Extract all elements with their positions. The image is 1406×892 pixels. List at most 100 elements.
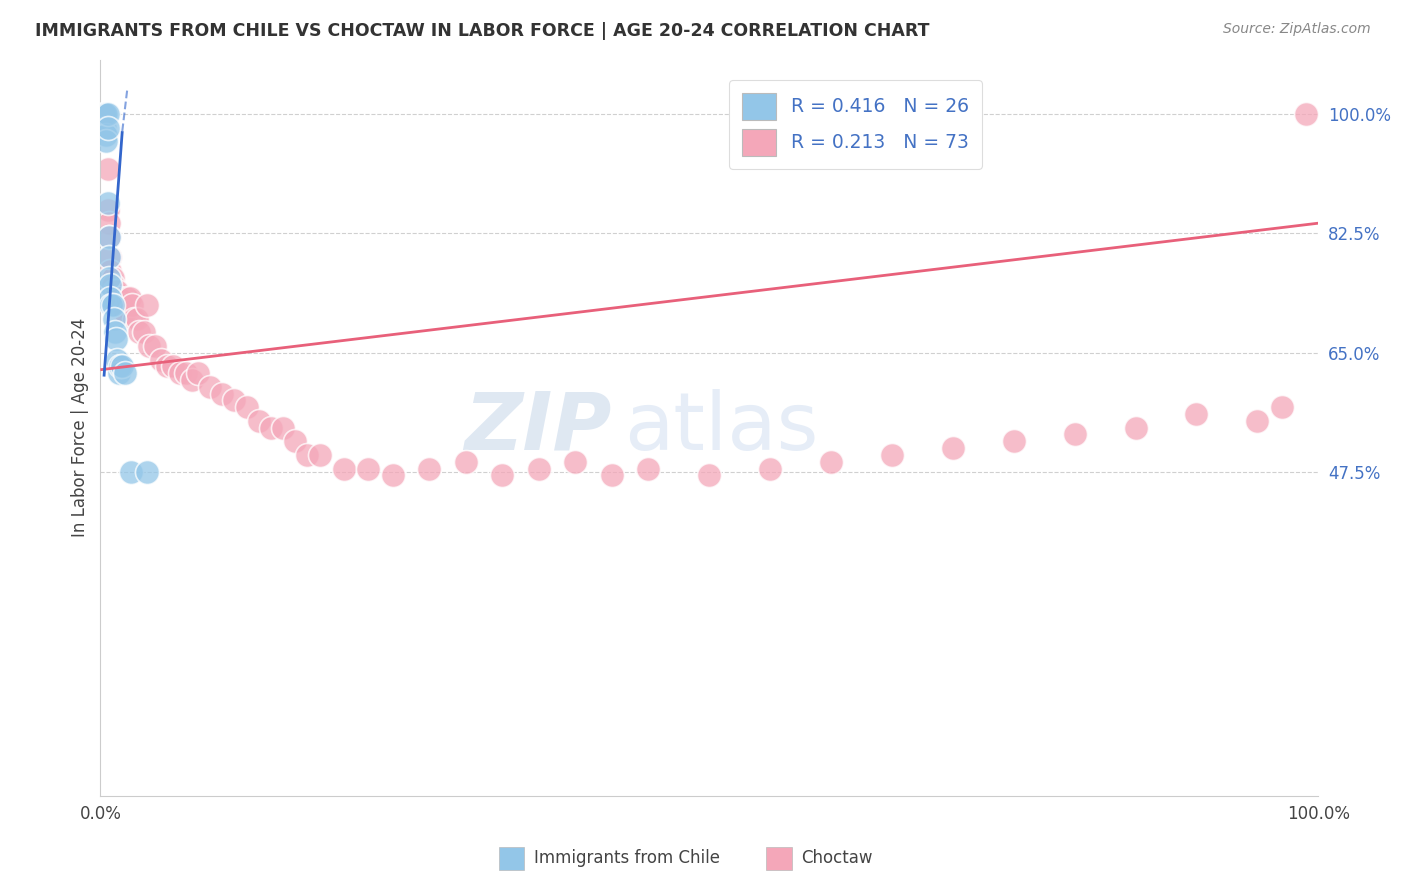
Point: [97, 250, 120, 264]
Point: [101, 270, 124, 285]
Point: [697, 468, 720, 483]
Point: [107, 366, 129, 380]
Point: [96, 135, 118, 149]
Point: [94, 120, 117, 135]
Point: [637, 461, 659, 475]
Point: [125, 311, 148, 326]
Point: [284, 434, 307, 449]
Point: [156, 359, 179, 374]
Point: [98, 264, 121, 278]
Point: [135, 465, 157, 479]
Point: [198, 380, 221, 394]
Point: [418, 461, 440, 475]
Point: [108, 359, 131, 374]
Y-axis label: In Labor Force | Age 20-24: In Labor Force | Age 20-24: [72, 318, 89, 537]
Point: [93, 107, 115, 121]
Point: [115, 291, 138, 305]
Point: [162, 359, 184, 374]
Point: [564, 455, 586, 469]
Point: [820, 455, 842, 469]
Point: [100, 298, 122, 312]
Text: IMMIGRANTS FROM CHILE VS CHOCTAW IN LABOR FORCE | AGE 20-24 CORRELATION CHART: IMMIGRANTS FROM CHILE VS CHOCTAW IN LABO…: [35, 22, 929, 40]
Point: [107, 352, 129, 367]
Point: [118, 291, 141, 305]
Point: [180, 373, 202, 387]
Point: [357, 461, 380, 475]
Text: Source: ZipAtlas.com: Source: ZipAtlas.com: [1223, 22, 1371, 37]
Point: [1246, 414, 1268, 428]
Point: [120, 465, 142, 479]
Point: [104, 325, 127, 339]
Point: [96, 107, 118, 121]
Point: [150, 352, 173, 367]
Point: [101, 298, 124, 312]
Point: [97, 120, 120, 135]
Point: [1295, 107, 1317, 121]
Point: [108, 298, 131, 312]
Point: [174, 366, 197, 380]
Point: [112, 305, 135, 319]
Point: [880, 448, 903, 462]
Point: [97, 202, 120, 217]
Text: Immigrants from Chile: Immigrants from Chile: [534, 849, 720, 867]
Point: [121, 298, 143, 312]
Point: [97, 107, 120, 121]
Point: [187, 366, 209, 380]
Point: [100, 270, 122, 285]
Point: [1002, 434, 1025, 449]
Point: [759, 461, 782, 475]
Point: [942, 441, 965, 455]
Point: [143, 339, 166, 353]
Point: [381, 468, 404, 483]
Point: [114, 305, 136, 319]
Point: [98, 250, 121, 264]
Point: [105, 332, 128, 346]
Point: [1125, 420, 1147, 434]
Point: [169, 366, 191, 380]
Point: [107, 285, 129, 299]
Point: [94, 107, 117, 121]
Point: [98, 277, 121, 292]
Point: [94, 107, 117, 121]
Point: [97, 229, 120, 244]
Point: [96, 128, 118, 142]
Point: [527, 461, 550, 475]
Point: [247, 414, 270, 428]
Point: [105, 291, 128, 305]
Point: [96, 107, 118, 121]
Point: [134, 325, 156, 339]
Point: [271, 420, 294, 434]
Text: Choctaw: Choctaw: [801, 849, 873, 867]
Point: [211, 386, 233, 401]
Point: [224, 393, 246, 408]
Legend: R = 0.416   N = 26, R = 0.213   N = 73: R = 0.416 N = 26, R = 0.213 N = 73: [728, 80, 981, 169]
Point: [114, 366, 136, 380]
Point: [98, 291, 121, 305]
Point: [124, 311, 146, 326]
Point: [97, 270, 120, 285]
Point: [491, 468, 513, 483]
Point: [107, 291, 129, 305]
Point: [333, 461, 356, 475]
Text: atlas: atlas: [624, 389, 818, 467]
Point: [97, 229, 120, 244]
Point: [138, 339, 160, 353]
Point: [1063, 427, 1085, 442]
Point: [1271, 401, 1294, 415]
Point: [111, 298, 134, 312]
Point: [96, 107, 118, 121]
Point: [235, 401, 257, 415]
Point: [97, 161, 120, 176]
Text: ZIP: ZIP: [464, 389, 612, 467]
Point: [600, 468, 623, 483]
Point: [103, 285, 125, 299]
Point: [103, 311, 125, 326]
Point: [454, 455, 477, 469]
Point: [135, 298, 157, 312]
Point: [1185, 407, 1208, 421]
Point: [260, 420, 283, 434]
Point: [94, 107, 117, 121]
Point: [97, 195, 120, 210]
Point: [101, 277, 124, 292]
Point: [104, 285, 127, 299]
